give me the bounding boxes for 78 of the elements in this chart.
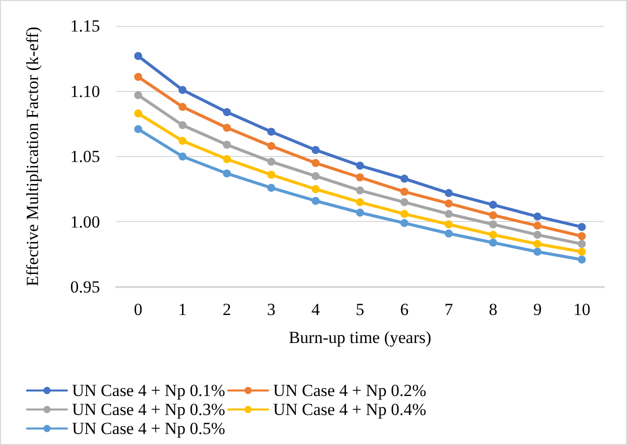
x-tick-label: 10 xyxy=(573,300,590,319)
x-axis-title: Burn-up time (years) xyxy=(288,328,432,347)
point xyxy=(312,159,320,168)
x-tick-label: 5 xyxy=(356,300,364,319)
y-tick-label: 1.00 xyxy=(70,212,100,232)
x-tick-label: 6 xyxy=(400,300,409,319)
x-tick-label: 8 xyxy=(488,300,498,319)
point xyxy=(533,222,542,230)
point xyxy=(489,200,498,209)
point xyxy=(578,240,586,248)
point xyxy=(356,208,364,217)
point xyxy=(356,198,364,206)
point xyxy=(178,136,187,145)
point xyxy=(267,170,276,179)
point xyxy=(178,152,187,160)
point xyxy=(578,232,586,240)
point xyxy=(222,124,231,132)
point xyxy=(400,219,408,228)
y-axis-title: Effective Multiplication Factor (k-eff) xyxy=(23,26,42,286)
point xyxy=(533,240,542,248)
point xyxy=(267,158,276,166)
x-tick-label: 2 xyxy=(222,300,232,319)
point xyxy=(578,256,586,264)
point xyxy=(134,72,142,81)
point xyxy=(533,248,542,256)
point xyxy=(400,174,408,183)
point xyxy=(356,173,364,182)
point xyxy=(533,212,542,221)
point xyxy=(134,109,142,118)
point xyxy=(400,198,408,206)
point xyxy=(222,108,231,116)
point xyxy=(222,155,231,164)
point xyxy=(489,220,498,228)
point xyxy=(134,91,142,100)
point xyxy=(312,196,320,205)
y-tick-label: 1.10 xyxy=(70,82,100,101)
point xyxy=(356,162,364,170)
point xyxy=(356,186,364,194)
x-tick-label: 9 xyxy=(533,300,542,319)
point xyxy=(267,128,276,136)
point xyxy=(267,142,276,150)
x-tick-label: 7 xyxy=(444,300,454,319)
point xyxy=(578,248,586,256)
point xyxy=(533,230,542,239)
point xyxy=(312,172,320,180)
y-tick-label: 0.95 xyxy=(70,278,100,296)
legend-label: UN Case 4 + Np 0.1% xyxy=(72,381,226,400)
point xyxy=(400,210,408,218)
point xyxy=(578,222,586,231)
point xyxy=(489,211,498,220)
x-tick-label: 1 xyxy=(178,300,187,319)
point xyxy=(267,184,276,192)
y-tick-label: 1.15 xyxy=(70,16,100,36)
point xyxy=(400,188,408,196)
point xyxy=(312,146,320,154)
point xyxy=(444,199,453,208)
point xyxy=(312,185,320,194)
point xyxy=(222,140,231,149)
legend-label: UN Case 4 + Np 0.3% xyxy=(72,400,226,419)
point xyxy=(444,229,453,238)
point xyxy=(489,230,498,239)
y-tick-label: 1.05 xyxy=(70,147,100,166)
point xyxy=(178,121,187,130)
point xyxy=(134,52,142,60)
x-tick-label: 4 xyxy=(311,300,320,319)
point xyxy=(444,210,453,218)
x-tick-label: 0 xyxy=(134,300,142,319)
legend-label: UN Case 4 + Np 0.5% xyxy=(72,419,226,438)
x-tick-label: 3 xyxy=(267,300,276,319)
legend-label: UN Case 4 + Np 0.4% xyxy=(273,400,426,419)
legend-label: UN Case 4 + Np 0.2% xyxy=(273,381,426,400)
point xyxy=(489,238,498,247)
point xyxy=(134,125,142,134)
point xyxy=(444,220,453,228)
point xyxy=(178,86,187,94)
point xyxy=(178,102,187,111)
point xyxy=(222,169,231,178)
point xyxy=(444,189,453,198)
